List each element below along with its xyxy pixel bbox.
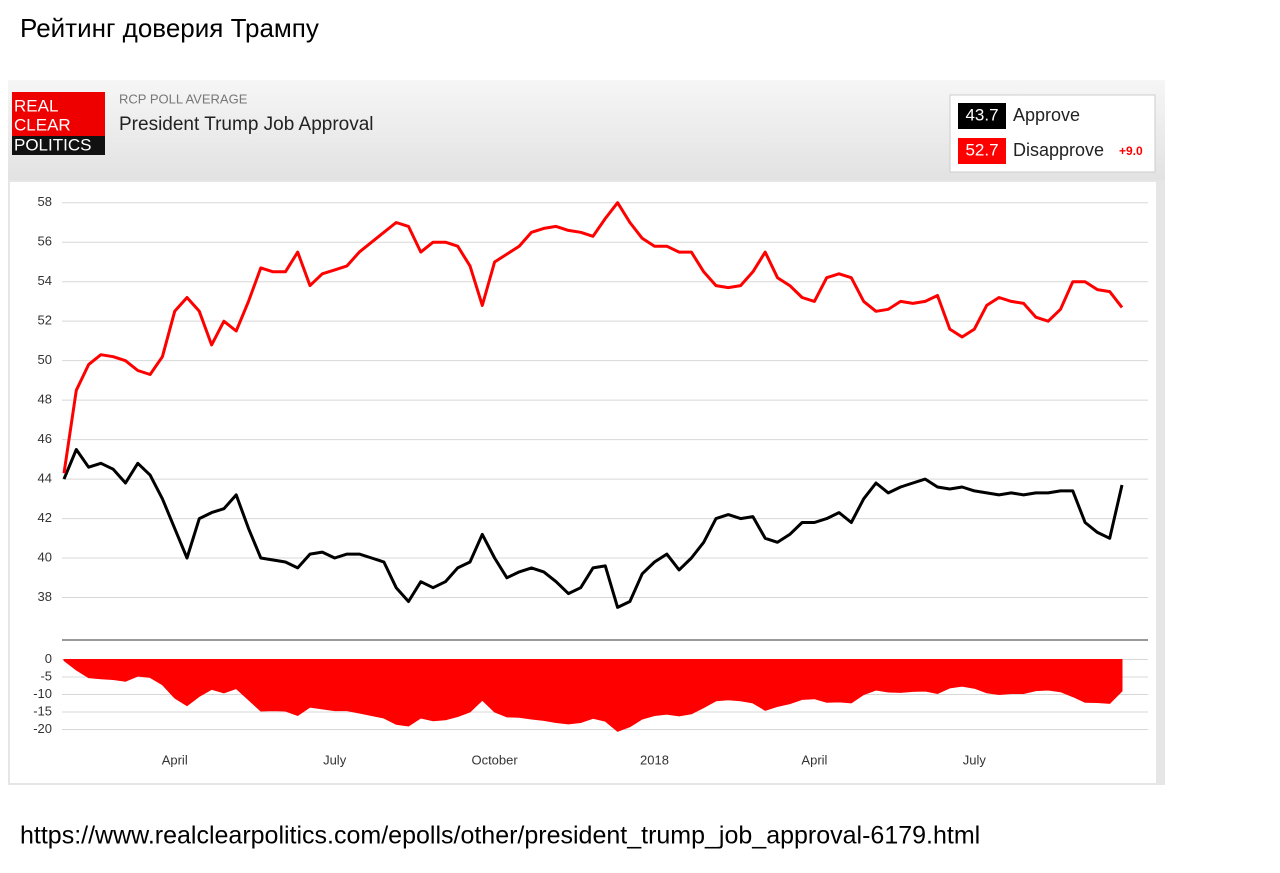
y-tick-label: -10 xyxy=(33,686,52,701)
chart-title: President Trump Job Approval xyxy=(119,114,374,135)
legend-value: 43.7 xyxy=(965,105,998,124)
y-tick-label: -20 xyxy=(33,721,52,736)
page-title: Рейтинг доверия Трампу xyxy=(20,13,319,43)
y-tick-label: 40 xyxy=(38,549,52,564)
y-tick-label: 54 xyxy=(38,273,52,288)
y-tick-label: 58 xyxy=(38,194,52,209)
y-tick-label: -15 xyxy=(33,703,52,718)
logo-text: CLEAR xyxy=(14,115,71,134)
y-tick-label: 52 xyxy=(38,313,52,328)
y-tick-label: 42 xyxy=(38,510,52,525)
y-tick-label: 0 xyxy=(45,651,52,666)
y-tick-label: -5 xyxy=(40,668,52,683)
logo-red xyxy=(12,92,105,136)
y-tick-label: 44 xyxy=(38,471,52,486)
logo-text: REAL xyxy=(14,96,58,115)
legend-swatch xyxy=(958,138,1006,164)
x-tick-label: October xyxy=(471,752,518,767)
y-tick-label: 46 xyxy=(38,431,52,446)
x-tick-label: April xyxy=(162,752,188,767)
legend-value: 52.7 xyxy=(965,140,998,159)
x-tick-label: 2018 xyxy=(640,752,669,767)
x-tick-label: July xyxy=(323,752,347,767)
series-line xyxy=(62,448,1124,609)
y-tick-label: 38 xyxy=(38,589,52,604)
y-tick-label: 48 xyxy=(38,392,52,407)
logo-text: POLITICS xyxy=(14,135,91,154)
legend-swatch xyxy=(958,103,1006,129)
y-tick-label: 50 xyxy=(38,352,52,367)
series-line xyxy=(62,201,1124,474)
y-tick-label: 56 xyxy=(38,234,52,249)
logo-black xyxy=(12,136,105,155)
legend-label: Approve xyxy=(1013,105,1080,125)
spread-label: +9.0 xyxy=(1119,144,1143,158)
legend-label: Disapprove xyxy=(1013,140,1104,160)
spread-area xyxy=(63,659,1123,732)
source-url: https://www.realclearpolitics.com/epolls… xyxy=(20,822,980,850)
x-tick-label: April xyxy=(801,752,827,767)
x-tick-label: July xyxy=(963,752,987,767)
chart-kicker: RCP POLL AVERAGE xyxy=(119,91,248,106)
